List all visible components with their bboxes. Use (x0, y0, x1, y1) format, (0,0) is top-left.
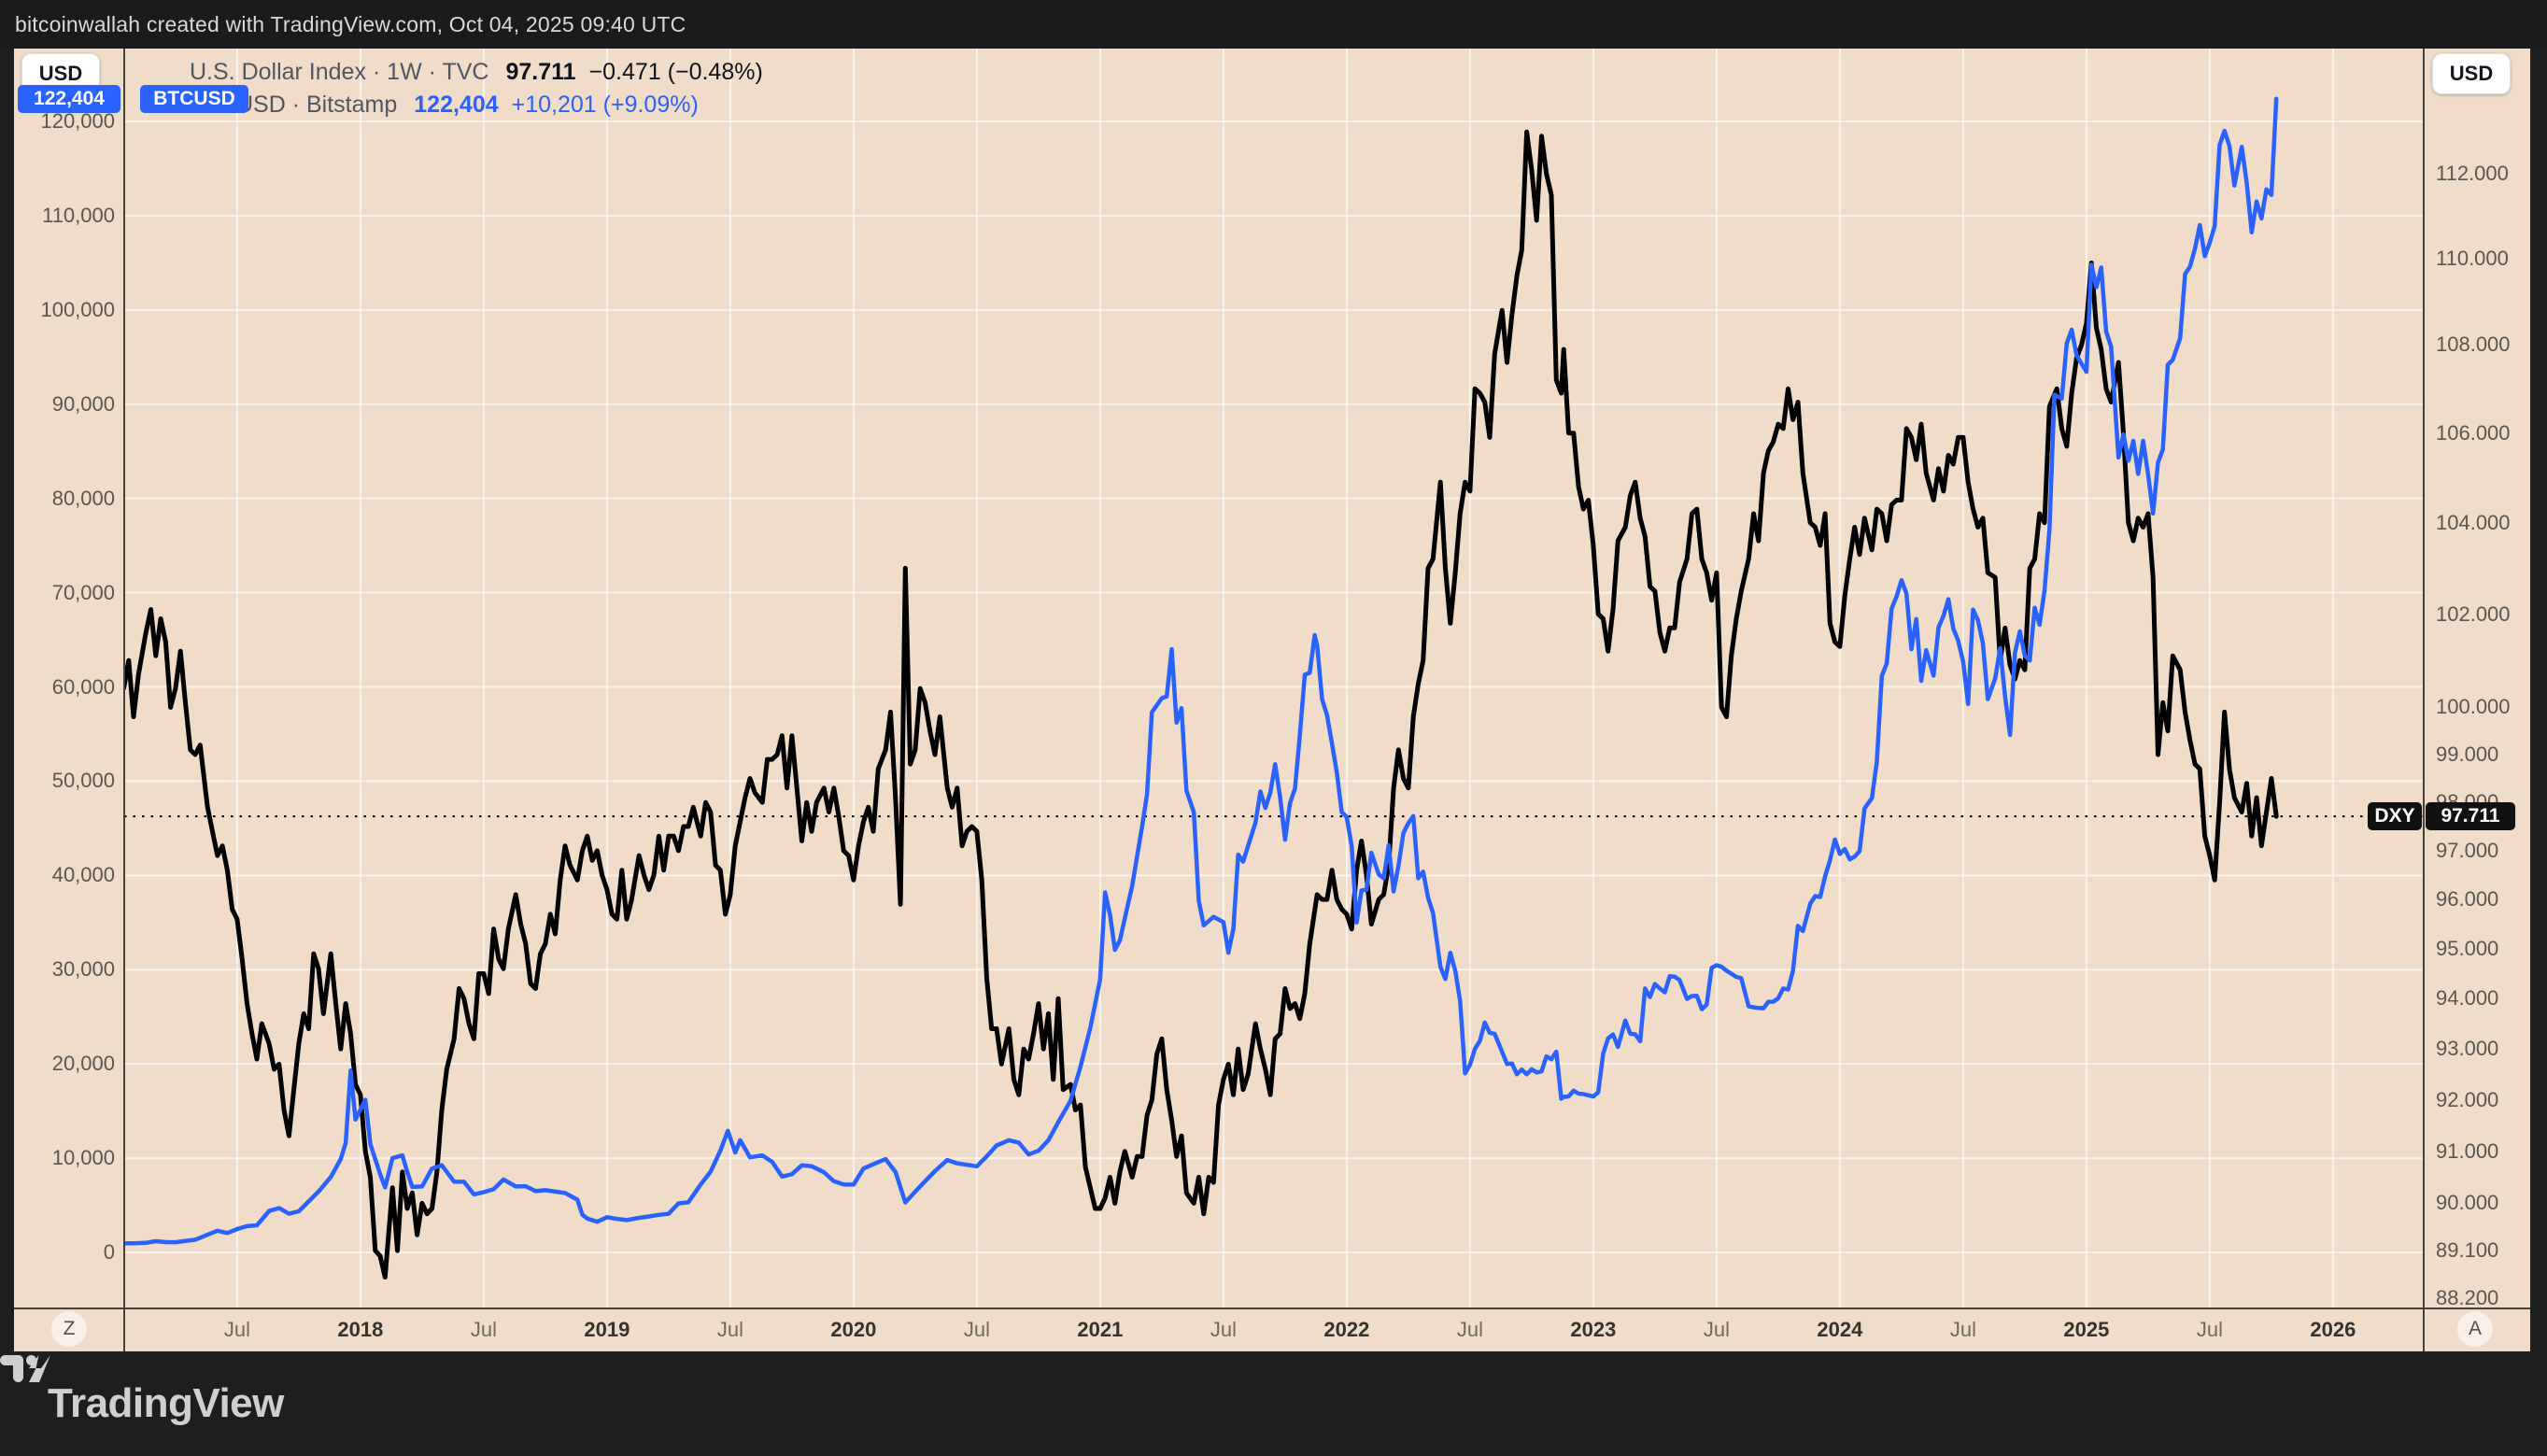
right-axis-label: 91.000 (2436, 1138, 2499, 1163)
left-axis-label: 70,000 (51, 580, 115, 604)
timezone-button[interactable]: Z (51, 1311, 87, 1347)
dxy-series-badge: DXY (2368, 802, 2422, 831)
left-axis-label: 0 (103, 1240, 115, 1264)
tradingview-logo-text: TradingView (48, 1380, 284, 1426)
legend: U.S. Dollar Index · 1W · TVC 97.711 −0.4… (190, 56, 763, 121)
time-axis-year-label: 2020 (830, 1318, 877, 1341)
legend-row-dxy[interactable]: U.S. Dollar Index · 1W · TVC 97.711 −0.4… (190, 56, 763, 89)
right-axis-label: 102.000 (2436, 601, 2511, 626)
left-axis-label: 60,000 (51, 674, 115, 699)
left-axis-label: 40,000 (51, 863, 115, 887)
right-axis-label: 88.200 (2436, 1286, 2499, 1310)
right-axis-label: 100.000 (2436, 695, 2511, 719)
left-axis-label: 10,000 (51, 1146, 115, 1170)
right-currency-button[interactable]: USD (2432, 53, 2511, 94)
right-axis-label: 90.000 (2436, 1191, 2499, 1215)
time-axis-month-label: Jul (470, 1318, 497, 1341)
left-axis-label: 110,000 (42, 203, 115, 227)
time-axis[interactable]: Jul 2018 Jul 2019 Jul 2020 Jul 2021 Jul 2022 Jul 20… (14, 1309, 2530, 1351)
header-bar: bitcoinwallah created with TradingView.c… (0, 0, 2547, 49)
right-axis-separator (2423, 49, 2425, 1351)
legend-dxy-title: U.S. Dollar Index · 1W · TVC (190, 59, 489, 85)
right-axis-label: 95.000 (2436, 936, 2499, 960)
btc-last-price-badge: 122,404 (18, 84, 120, 113)
time-axis-year-label: 2019 (584, 1318, 630, 1341)
right-axis-label: 92.000 (2436, 1087, 2499, 1111)
left-axis-label: 90,000 (51, 391, 115, 416)
btc-series-badge: BTCUSD (140, 84, 248, 113)
dxy-line (124, 129, 2279, 1279)
time-axis-month-label: Jul (1210, 1318, 1237, 1341)
left-axis-label: 20,000 (51, 1052, 115, 1076)
right-axis-label: 97.000 (2436, 838, 2499, 862)
left-axis-label: 30,000 (51, 957, 115, 982)
legend-row-btc[interactable]: BTCUSD · Bitstamp 122,404 +10,201 (+9.09… (190, 89, 763, 121)
right-axis-label: 99.000 (2436, 742, 2499, 767)
chart-canvas (124, 49, 2423, 1308)
right-price-axis[interactable]: 112.000 110.000 108.000 106.000 104.000 102.0… (2425, 49, 2530, 1310)
price-pane[interactable] (124, 49, 2423, 1308)
time-axis-year-label: 2026 (2310, 1318, 2356, 1341)
legend-dxy-change: −0.471 (−0.48%) (588, 59, 763, 85)
left-axis-separator (123, 49, 125, 1351)
time-axis-month-label: Jul (716, 1318, 743, 1341)
time-axis-year-label: 2021 (1077, 1318, 1124, 1341)
time-axis-month-label: Jul (223, 1318, 250, 1341)
left-axis-label: 100,000 (40, 297, 115, 321)
right-axis-label: 110.000 (2436, 246, 2509, 270)
right-axis-label: 108.000 (2436, 332, 2511, 357)
time-axis-month-label: Jul (1703, 1318, 1730, 1341)
legend-btc-value: 122,404 (414, 92, 499, 118)
left-price-axis[interactable]: 0 10,000 20,000 30,000 40,000 50,000 60,000 70,… (14, 49, 124, 1308)
time-axis-year-label: 2018 (337, 1318, 384, 1341)
legend-btc-change: +10,201 (+9.09%) (511, 92, 699, 118)
time-axis-year-label: 2022 (1323, 1318, 1370, 1341)
time-axis-year-label: 2024 (1817, 1318, 1863, 1341)
time-axis-separator (14, 1308, 2530, 1309)
time-axis-year-label: 2023 (1570, 1318, 1617, 1341)
right-axis-label: 96.000 (2436, 887, 2499, 912)
right-axis-label: 94.000 (2436, 986, 2499, 1011)
right-axis-label: 106.000 (2436, 420, 2511, 445)
header-title: bitcoinwallah created with TradingView.c… (15, 11, 686, 36)
left-axis-label: 80,000 (51, 486, 115, 510)
footer-bar: TradingView (0, 1351, 2547, 1456)
tradingview-logo[interactable]: TradingView (0, 1355, 284, 1427)
left-axis-label: 120,000 (40, 108, 115, 133)
time-axis-month-label: Jul (1949, 1318, 1976, 1341)
legend-dxy-value: 97.711 (505, 59, 576, 85)
chart-panel: 0 10,000 20,000 30,000 40,000 50,000 60,000 70,… (14, 49, 2530, 1351)
auto-scale-button[interactable]: A (2457, 1311, 2493, 1347)
right-axis-label: 89.100 (2436, 1238, 2499, 1263)
right-axis-label: 104.000 (2436, 510, 2511, 534)
btc-line (124, 96, 2279, 1246)
dxy-last-price-badge: 97.711 (2426, 802, 2515, 831)
left-axis-label: 50,000 (51, 769, 115, 793)
right-axis-label: 112.000 (2436, 162, 2509, 186)
time-axis-month-label: Jul (1456, 1318, 1483, 1341)
time-axis-month-label: Jul (2196, 1318, 2223, 1341)
right-axis-label: 93.000 (2436, 1037, 2499, 1061)
time-axis-year-label: 2025 (2063, 1318, 2110, 1341)
time-axis-month-label: Jul (963, 1318, 990, 1341)
